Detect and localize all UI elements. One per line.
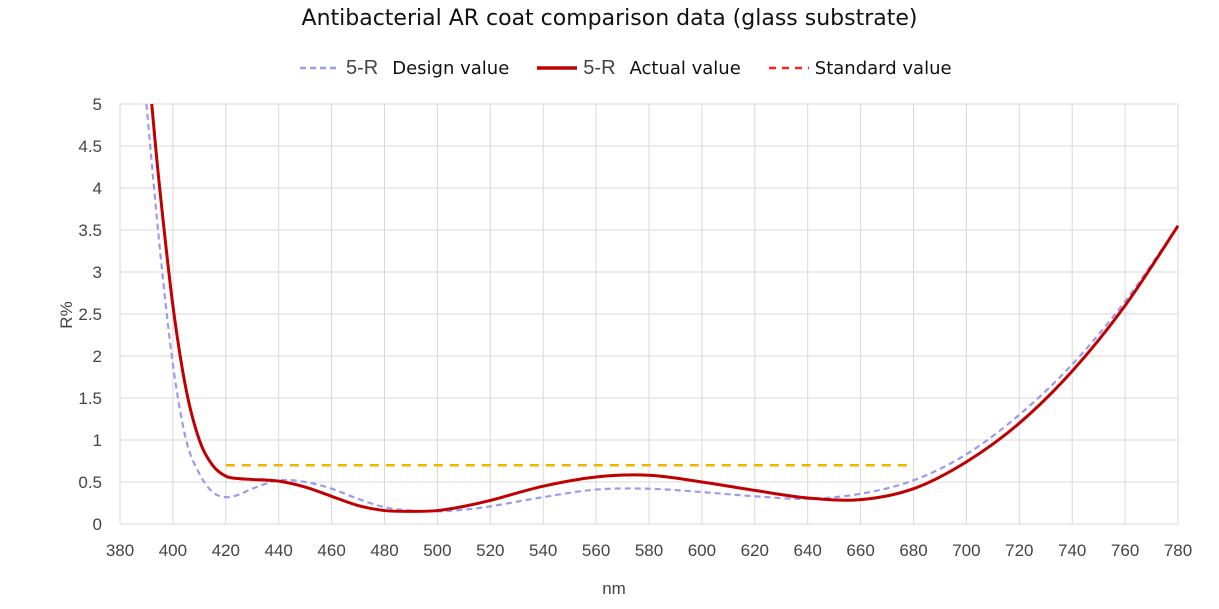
- x-tick-label: 400: [159, 541, 187, 560]
- legend-item-design: 5-R Design value: [300, 57, 509, 80]
- legend-series-label-actual: 5-R: [583, 56, 616, 79]
- legend-swatch-design: [300, 66, 340, 70]
- legend-item-actual: 5-R Actual value: [537, 57, 741, 80]
- series-line-5-r-actual-value: [150, 103, 1180, 513]
- y-tick-label: 4: [93, 179, 102, 198]
- x-tick-label: 380: [106, 541, 134, 560]
- y-tick-label: 0.5: [78, 473, 102, 492]
- chart-title: Antibacterial AR coat comparison data (g…: [301, 6, 918, 31]
- y-tick-label: 1.5: [78, 389, 102, 408]
- x-tick-label: 500: [423, 541, 451, 560]
- y-tick-label: 5: [93, 95, 102, 114]
- x-tick-label: 660: [846, 541, 874, 560]
- x-tick-label: 620: [741, 541, 769, 560]
- x-axis-label: nm: [602, 579, 626, 598]
- y-tick-label: 1: [93, 431, 102, 450]
- legend-series-label-design: 5-R: [346, 56, 379, 79]
- x-tick-label: 540: [529, 541, 557, 560]
- x-tick-label: 580: [635, 541, 663, 560]
- x-tick-label: 740: [1058, 541, 1086, 560]
- x-tick-label: 440: [265, 541, 293, 560]
- chart-legend: 5-R Design value 5-R Actual value Standa…: [300, 54, 980, 82]
- y-tick-label: 4.5: [78, 137, 102, 156]
- x-tick-label: 460: [317, 541, 345, 560]
- y-tick-label: 3.5: [78, 221, 102, 240]
- x-tick-label: 520: [476, 541, 504, 560]
- x-tick-label: 680: [899, 541, 927, 560]
- x-axis-ticks: 380 400 420 440 460 480 500 520 540 560 580 600 620 6…: [106, 541, 1192, 560]
- y-axis-label: R%: [57, 301, 76, 328]
- legend-swatch-actual: [537, 66, 578, 70]
- legend-swatch-standard: [768, 66, 809, 70]
- series-line-5-r-design-value: [145, 103, 1179, 513]
- x-tick-label: 780: [1164, 541, 1192, 560]
- y-tick-label: 2.5: [78, 305, 102, 324]
- y-tick-label: 0: [93, 515, 102, 534]
- legend-text-actual: Actual value: [629, 57, 741, 79]
- y-tick-label: 3: [93, 263, 102, 282]
- y-axis-ticks: 0 0.5 1 1.5 2 2.5 3 3.5 4 4.5 5: [78, 95, 102, 534]
- grid-lines: [119, 103, 1179, 525]
- x-tick-label: 700: [952, 541, 980, 560]
- x-tick-label: 640: [794, 541, 822, 560]
- x-tick-label: 760: [1111, 541, 1139, 560]
- series-lines: [145, 103, 1180, 513]
- legend-text-standard: Standard value: [814, 57, 952, 79]
- legend-item-standard: Standard value: [768, 57, 952, 79]
- x-tick-label: 560: [582, 541, 610, 560]
- x-tick-label: 720: [1005, 541, 1033, 560]
- x-tick-label: 480: [370, 541, 398, 560]
- y-tick-label: 2: [93, 347, 102, 366]
- legend-text-design: Design value: [392, 57, 510, 79]
- x-tick-label: 600: [688, 541, 716, 560]
- x-tick-label: 420: [212, 541, 240, 560]
